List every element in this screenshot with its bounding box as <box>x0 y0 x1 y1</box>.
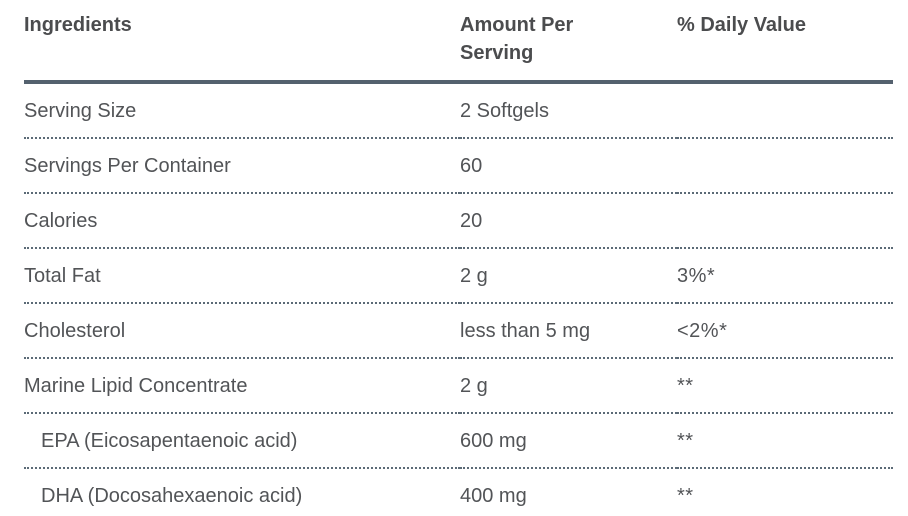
table-row-servings-per-container: Servings Per Container 60 <box>24 138 893 194</box>
daily-value-cell: <2%* <box>677 303 893 359</box>
daily-value-cell <box>677 82 893 139</box>
table-row-epa: EPA (Eicosapentaenoic acid) 600 mg ** <box>24 413 893 469</box>
amount-cell: 2 g <box>460 248 677 304</box>
daily-value-cell: ** <box>677 413 893 469</box>
table-row-serving-size: Serving Size 2 Softgels <box>24 82 893 139</box>
table-body: Serving Size 2 Softgels Servings Per Con… <box>24 82 893 516</box>
table-row-dha: DHA (Docosahexaenoic acid) 400 mg ** <box>24 468 893 516</box>
daily-value-cell <box>677 138 893 194</box>
table-row-calories: Calories 20 <box>24 193 893 249</box>
amount-cell: 600 mg <box>460 413 677 469</box>
col-header-daily-value: % Daily Value <box>677 0 893 84</box>
col-header-amount-label: Amount Per Serving <box>460 14 574 64</box>
col-header-ingredients: Ingredients <box>24 0 460 84</box>
ingredient-cell: DHA (Docosahexaenoic acid) <box>41 484 303 507</box>
col-header-ingredients-label: Ingredients <box>24 14 132 36</box>
table-row-marine-lipid-concentrate: Marine Lipid Concentrate 2 g ** <box>24 358 893 414</box>
daily-value-cell <box>677 193 893 249</box>
amount-cell: 60 <box>460 138 677 194</box>
ingredient-cell: Servings Per Container <box>24 138 460 194</box>
supplement-facts-table: Ingredients Amount Per Serving % Daily V… <box>24 0 893 516</box>
col-header-daily-value-label: % Daily Value <box>677 14 806 36</box>
amount-cell: 2 Softgels <box>460 82 677 139</box>
ingredient-cell: Total Fat <box>24 248 460 304</box>
header-row: Ingredients Amount Per Serving % Daily V… <box>24 0 893 84</box>
ingredient-cell: Serving Size <box>24 82 460 139</box>
amount-cell: 2 g <box>460 358 677 414</box>
daily-value-cell: ** <box>677 484 694 507</box>
daily-value-cell: 3%* <box>677 248 893 304</box>
amount-cell: less than 5 mg <box>460 303 677 359</box>
amount-cell: 400 mg <box>460 484 527 507</box>
amount-cell: 20 <box>460 193 677 249</box>
table-row-cholesterol: Cholesterol less than 5 mg <2%* <box>24 303 893 359</box>
ingredient-cell: Cholesterol <box>24 303 460 359</box>
table-header: Ingredients Amount Per Serving % Daily V… <box>24 0 893 84</box>
col-header-amount-per-serving: Amount Per Serving <box>460 0 677 84</box>
daily-value-cell: ** <box>677 358 893 414</box>
supplement-facts-panel: Ingredients Amount Per Serving % Daily V… <box>24 0 893 516</box>
table-row-total-fat: Total Fat 2 g 3%* <box>24 248 893 304</box>
ingredient-cell: Marine Lipid Concentrate <box>24 358 460 414</box>
ingredient-cell: Calories <box>24 193 460 249</box>
ingredient-cell: EPA (Eicosapentaenoic acid) <box>24 413 460 469</box>
